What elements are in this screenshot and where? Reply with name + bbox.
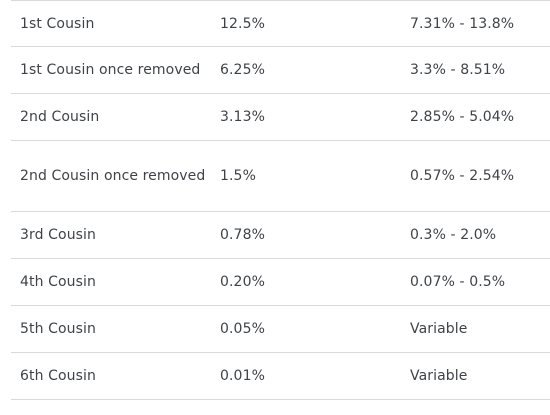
table-row: 5th Cousin 0.05% Variable xyxy=(11,306,550,353)
table-row: 1st Cousin 12.5% 7.31% - 13.8% xyxy=(11,1,550,47)
average-percent-cell: 0.20% xyxy=(220,274,265,290)
table-row: 3rd Cousin 0.78% 0.3% - 2.0% xyxy=(11,212,550,259)
range-cell: Variable xyxy=(410,321,468,337)
range-cell: Variable xyxy=(410,368,468,384)
average-percent-cell: 12.5% xyxy=(220,15,265,32)
average-percent-cell: 6.25% xyxy=(220,62,265,78)
relationship-cell: 2nd Cousin xyxy=(20,109,100,125)
relationship-cell: 4th Cousin xyxy=(20,274,96,290)
average-percent-cell: 0.05% xyxy=(220,321,265,337)
average-percent-cell: 3.13% xyxy=(220,109,265,125)
range-cell: 0.07% - 0.5% xyxy=(410,274,506,290)
relationship-cell: 3rd Cousin xyxy=(20,227,97,243)
relationship-cell: 1st Cousin xyxy=(20,15,95,32)
range-cell: 7.31% - 13.8% xyxy=(410,15,515,32)
table-row: 1st Cousin once removed 6.25% 3.3% - 8.5… xyxy=(11,47,550,94)
relationship-dna-table: 1st Cousin 12.5% 7.31% - 13.8% 1st Cousi… xyxy=(11,0,550,400)
range-cell: 0.57% - 2.54% xyxy=(410,168,515,184)
average-percent-cell: 0.78% xyxy=(220,227,265,243)
relationship-cell: 1st Cousin once removed xyxy=(20,62,201,78)
range-cell: 0.3% - 2.0% xyxy=(410,227,497,243)
table-row: 6th Cousin 0.01% Variable xyxy=(11,353,550,400)
table-row: 4th Cousin 0.20% 0.07% - 0.5% xyxy=(11,259,550,306)
average-percent-cell: 0.01% xyxy=(220,368,265,384)
range-cell: 3.3% - 8.51% xyxy=(410,62,506,78)
range-cell: 2.85% - 5.04% xyxy=(410,109,515,125)
relationship-cell: 5th Cousin xyxy=(20,321,96,337)
average-percent-cell: 1.5% xyxy=(220,168,256,184)
table-row: 2nd Cousin 3.13% 2.85% - 5.04% xyxy=(11,94,550,141)
relationship-cell: 2nd Cousin once removed xyxy=(20,168,206,184)
table-row: 2nd Cousin once removed 1.5% 0.57% - 2.5… xyxy=(11,141,550,212)
relationship-cell: 6th Cousin xyxy=(20,368,96,384)
